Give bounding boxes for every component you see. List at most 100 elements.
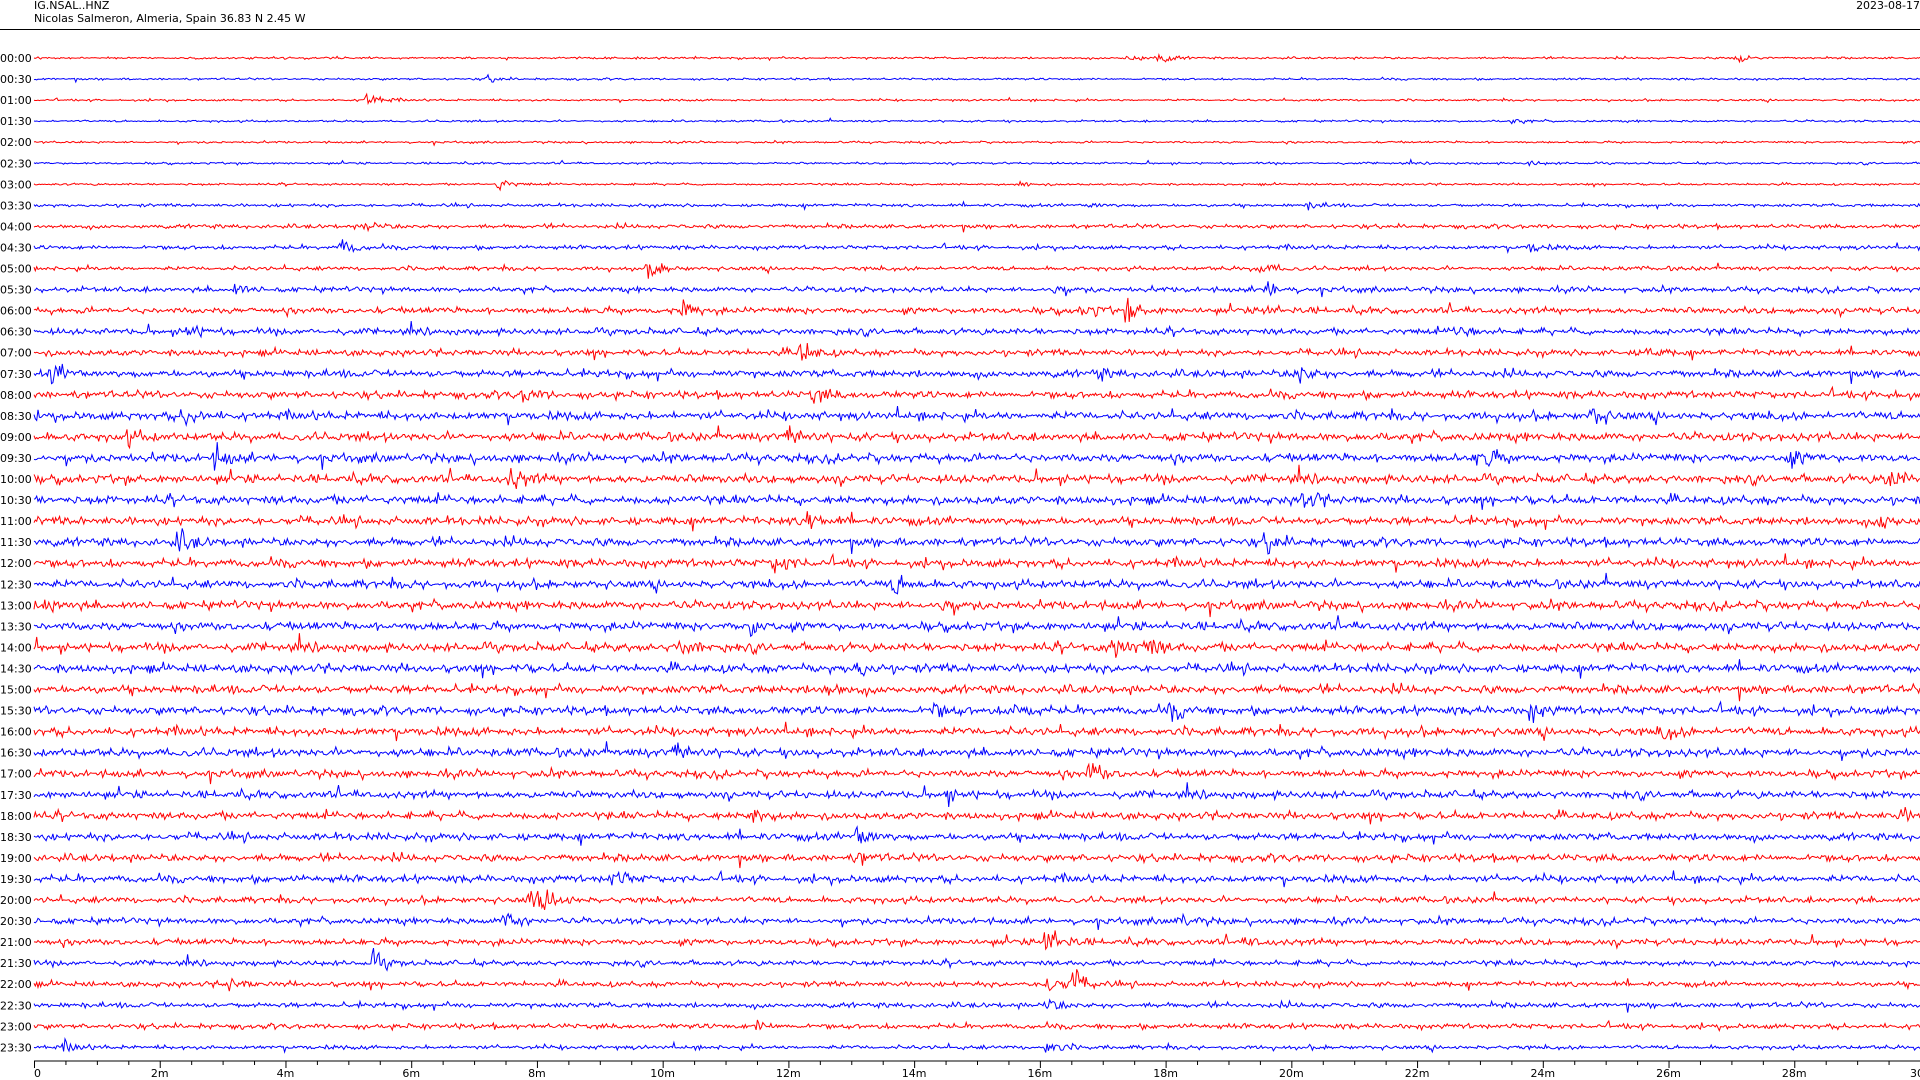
x-tick-label: 28m xyxy=(1782,1067,1807,1080)
row-label: 06:30 xyxy=(0,326,32,339)
trace-0830 xyxy=(33,406,1920,427)
trace-1030 xyxy=(33,491,1920,510)
x-tick-label: 26m xyxy=(1656,1067,1681,1080)
x-tick-label: 30 xyxy=(1910,1067,1920,1080)
trace-0030 xyxy=(33,73,1920,84)
x-tick-label: 4m xyxy=(277,1067,295,1080)
trace-2100 xyxy=(33,930,1920,951)
trace-1700 xyxy=(33,762,1920,785)
trace-2130 xyxy=(33,947,1920,972)
row-label: 11:00 xyxy=(0,515,32,528)
trace-1130 xyxy=(33,528,1920,555)
trace-0700 xyxy=(33,343,1920,361)
trace-1100 xyxy=(33,511,1920,532)
row-label: 08:30 xyxy=(0,410,32,423)
row-label: 21:00 xyxy=(0,936,32,949)
row-label-group: 00:00 00:30 01:00 01:30 02:00 02:30 03:00 03:30… xyxy=(0,52,32,1054)
row-label: 09:00 xyxy=(0,431,32,444)
trace-0100 xyxy=(33,92,1920,106)
trace-0900 xyxy=(33,425,1920,450)
row-label: 15:30 xyxy=(0,705,32,718)
trace-2000 xyxy=(33,889,1920,911)
trace-0130 xyxy=(33,117,1920,125)
trace-1200 xyxy=(33,552,1920,574)
x-tick-label: 2m xyxy=(151,1067,169,1080)
station-location-label: Nicolas Salmeron, Almeria, Spain 36.83 N… xyxy=(34,12,306,25)
row-label: 12:30 xyxy=(0,578,32,591)
row-label: 05:00 xyxy=(0,263,32,276)
row-label: 22:30 xyxy=(0,999,32,1012)
trace-1400 xyxy=(33,633,1920,658)
row-label: 21:30 xyxy=(0,957,32,970)
row-label: 09:30 xyxy=(0,452,32,465)
row-label: 04:30 xyxy=(0,241,32,254)
row-label: 08:00 xyxy=(0,389,32,402)
row-label: 01:00 xyxy=(0,94,32,107)
row-label: 16:00 xyxy=(0,726,32,739)
row-label: 07:00 xyxy=(0,347,32,360)
trace-0430 xyxy=(33,239,1920,254)
x-tick-label: 12m xyxy=(776,1067,801,1080)
row-label: 07:30 xyxy=(0,368,32,381)
trace-0230 xyxy=(33,158,1920,167)
row-label: 19:00 xyxy=(0,852,32,865)
trace-1230 xyxy=(33,572,1920,595)
trace-0630 xyxy=(33,320,1920,339)
x-tick-label: 6m xyxy=(402,1067,420,1080)
trace-1430 xyxy=(33,659,1920,679)
trace-0600 xyxy=(33,297,1920,323)
trace-0000 xyxy=(33,52,1920,64)
row-label: 20:00 xyxy=(0,894,32,907)
row-label: 16:30 xyxy=(0,747,32,760)
trace-0930 xyxy=(33,442,1920,471)
trace-2030 xyxy=(33,912,1920,930)
trace-1000 xyxy=(33,464,1920,490)
trace-2300 xyxy=(33,1019,1920,1032)
row-label: 03:30 xyxy=(0,199,32,212)
trace-0330 xyxy=(33,200,1920,211)
trace-2200 xyxy=(33,969,1920,992)
trace-0500 xyxy=(33,262,1920,279)
row-label: 02:30 xyxy=(0,157,32,170)
row-label: 11:30 xyxy=(0,536,32,549)
trace-0530 xyxy=(33,281,1920,298)
trace-1330 xyxy=(33,615,1920,638)
x-tick-label: 16m xyxy=(1028,1067,1053,1080)
row-label: 18:30 xyxy=(0,831,32,844)
row-label: 15:00 xyxy=(0,684,32,697)
trace-1830 xyxy=(33,825,1920,846)
trace-1630 xyxy=(33,741,1920,761)
x-tick-label: 24m xyxy=(1530,1067,1555,1080)
x-tick-label: 8m xyxy=(528,1067,546,1080)
trace-1500 xyxy=(33,682,1920,702)
x-tick-label: 10m xyxy=(650,1067,675,1080)
row-label: 10:30 xyxy=(0,494,32,507)
x-tick-label: 20m xyxy=(1279,1067,1304,1080)
row-label: 02:00 xyxy=(0,136,32,149)
trace-1730 xyxy=(33,782,1920,807)
row-label: 12:00 xyxy=(0,557,32,570)
trace-2330 xyxy=(33,1036,1920,1054)
row-label: 20:30 xyxy=(0,915,32,928)
x-tick-label: 18m xyxy=(1153,1067,1178,1080)
row-label: 23:30 xyxy=(0,1041,32,1054)
trace-1930 xyxy=(33,869,1920,888)
row-label: 18:00 xyxy=(0,810,32,823)
x-tick-label: 0 xyxy=(34,1067,41,1080)
row-label: 06:00 xyxy=(0,305,32,318)
trace-1600 xyxy=(33,721,1920,742)
trace-2230 xyxy=(33,998,1920,1013)
trace-1530 xyxy=(33,700,1920,723)
trace-0730 xyxy=(33,363,1920,385)
row-label: 04:00 xyxy=(0,220,32,233)
trace-1800 xyxy=(33,806,1920,825)
row-label: 10:00 xyxy=(0,473,32,486)
row-label: 03:00 xyxy=(0,178,32,191)
trace-0400 xyxy=(33,221,1920,233)
row-label: 01:30 xyxy=(0,115,32,128)
x-tick-label: 14m xyxy=(902,1067,927,1080)
x-tick-label: 22m xyxy=(1405,1067,1430,1080)
row-label: 23:00 xyxy=(0,1020,32,1033)
trace-0800 xyxy=(33,385,1920,404)
